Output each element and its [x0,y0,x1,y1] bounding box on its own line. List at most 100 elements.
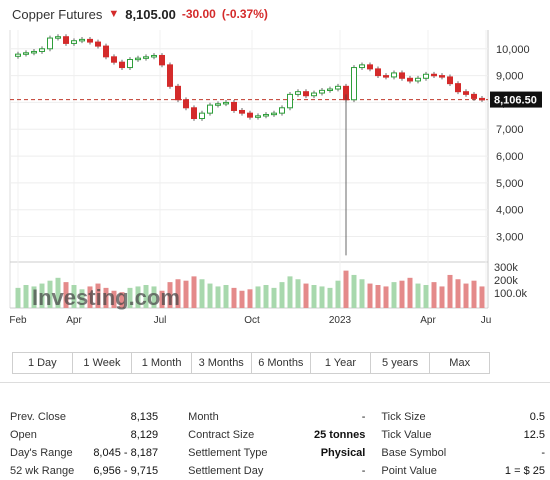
volume-bar [143,285,149,308]
x-axis: Feb Apr Jul Oct 2023 Apr Ju [9,315,491,326]
stat-cell: Base Symbol - [381,447,545,459]
stat-cell: Point Value 1 = $ 25 [381,465,545,477]
stat-value: - [541,447,545,459]
volume-bar [455,279,461,308]
stat-value: 25 tonnes [314,429,366,441]
volume-bar [111,290,117,308]
candle-body [39,48,45,52]
volume-bar [319,286,325,308]
candle-body [103,45,109,58]
volume-bar [63,282,69,308]
x-tick-label: Apr [420,315,436,326]
candle-body [127,59,133,69]
range-tab-6-months[interactable]: 6 Months [252,353,312,373]
volume-bar [135,286,141,308]
candle-body [439,75,445,78]
candle-body [423,73,429,79]
candle-body [287,93,293,109]
volume-bar [199,279,205,308]
volume-bar [479,286,485,308]
x-tick-label: Jul [154,315,167,326]
candle-body [55,36,61,39]
range-tab-1-year[interactable]: 1 Year [311,353,371,373]
candle-body [471,93,477,99]
range-tab-1-week[interactable]: 1 Week [73,353,133,373]
range-tab-max[interactable]: Max [449,357,471,369]
current-price-badge [490,91,542,108]
candle-body [175,85,181,101]
price-chart[interactable]: 10,0009,0008,0007,0006,0005,0004,0003,00… [0,28,550,328]
volume-bar [87,286,93,308]
range-tabs: 1 Day 1 Week 1 Month 3 Months 6 Months 1 Year… [12,352,490,374]
stat-value: - [361,411,366,423]
candle-body [359,64,365,69]
range-tab-1-day[interactable]: 1 Day [13,353,73,373]
stat-label: Tick Value [381,429,432,441]
stats-row: Open 8,129 Contract Size 25 tonnes Tick Valu… [10,426,545,444]
y-tick-label: 5,000 [496,178,524,190]
current-price-label: 8,106.50 [494,95,537,107]
volume-bar [343,270,349,308]
candle-body [191,107,197,120]
volume-tick-label: 300k [494,262,518,274]
divider [0,382,550,383]
range-tab-1-month[interactable]: 1 Month [132,353,192,373]
candle-body [383,75,389,78]
volume-bar [375,285,381,308]
stats-row: Prev. Close 8,135 Month - Tick Size 0.5 [10,408,545,426]
candle-body [415,77,421,82]
volume-bar [303,283,309,308]
price-change-percent: (-0.37%) [221,7,268,21]
candle-body [87,38,93,43]
candle-body [95,41,101,47]
candle-body [255,115,261,118]
candle-body [207,104,213,114]
candle-body [183,99,189,109]
volume-bar [191,276,197,308]
stat-label: Day's Range [10,447,73,459]
volume-bar [31,286,37,308]
candle-body [167,64,173,87]
stat-value: 0.5 [529,411,545,423]
quote-header: Copper Futures ▼ 8,105.00 -30.00 (-0.37%… [12,4,268,24]
volume-bar [279,282,285,308]
y-tick-label: 3,000 [496,232,524,244]
volume-bar [327,287,333,308]
stat-label: Base Symbol [381,447,447,459]
candle-body [71,40,77,44]
volume-bar [431,282,437,308]
range-tab-5-years[interactable]: 5 years [371,353,431,373]
candle-body [407,77,413,82]
volume-bar [287,276,293,308]
volume-bar [447,274,453,308]
stat-cell: Contract Size 25 tonnes [188,429,365,441]
stat-value: 12.5 [523,429,545,441]
candle-body [263,113,269,117]
stat-value: 1 = $ 25 [504,465,545,477]
watermark-text: Investing.com [32,285,180,310]
volume-bar [407,277,413,308]
volume-bar [351,274,357,308]
volume-bar [23,285,29,308]
volume-bar [391,282,397,308]
stats-row: 52 wk Range 6,956 - 9,715 Settlement Day - P… [10,462,545,480]
stat-label: Settlement Type [188,447,268,459]
stat-label: Open [10,429,37,441]
stat-label: Tick Size [381,411,426,423]
stat-label: 52 wk Range [10,465,75,477]
candle-body [327,88,333,92]
stat-value: 8,045 - 8,187 [93,447,159,459]
candle-body [463,91,469,95]
candlesticks [15,34,485,256]
volume-bar [15,287,21,308]
volume-bar [439,286,445,308]
candle-body [455,83,461,93]
candle-body [335,85,341,90]
volume-bar [95,283,101,308]
candle-body [135,57,141,61]
range-tab-3-months[interactable]: 3 Months [192,353,252,373]
candle-body [31,50,37,54]
volume-bar [79,289,85,308]
volume-bar [263,285,269,308]
volume-bar [167,282,173,308]
